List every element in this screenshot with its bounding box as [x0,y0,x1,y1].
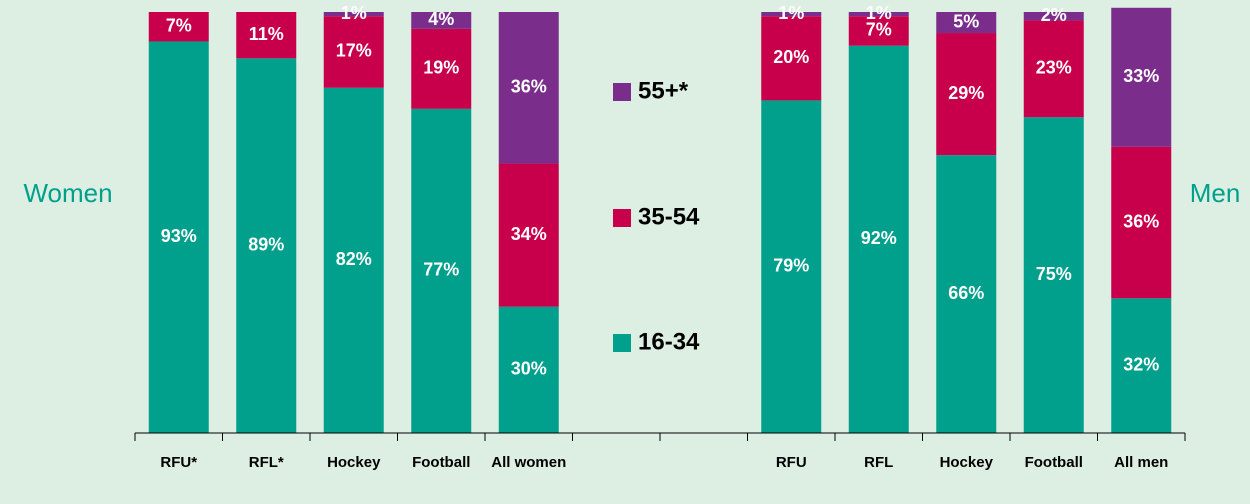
bar-segment [848,45,909,434]
bar-segment [1111,298,1172,433]
bar-segment [936,33,997,156]
legend-label: 55+* [638,77,689,104]
data-label: 32% [1123,354,1159,374]
data-label: 5% [953,11,979,31]
bar-segment [498,12,559,164]
data-label: 7% [166,15,192,35]
bar-segment [1111,7,1172,147]
legend-label: 35-54 [638,203,700,230]
bar-segment [411,28,472,109]
data-label: 79% [773,255,809,275]
x-tick-label: All women [491,454,567,471]
bar-segment [323,16,384,88]
bar-segment [411,108,472,433]
data-label: 33% [1123,66,1159,86]
x-tick-label: RFU* [160,454,198,471]
bar-segment [148,41,209,433]
data-label: 34% [511,224,547,244]
bar-segment [1023,117,1084,433]
data-label: 1% [341,3,367,23]
legend-swatch [613,334,631,352]
legend-swatch [613,83,631,101]
data-label: 17% [336,41,372,61]
data-label: 2% [1041,5,1067,25]
data-label: 29% [948,83,984,103]
data-label: 36% [1123,211,1159,231]
data-label: 7% [866,20,892,40]
x-tick-label: RFU [775,454,807,471]
data-label: 92% [861,228,897,248]
data-label: 77% [423,260,459,280]
data-label: 82% [336,249,372,269]
bar-segment [236,12,297,59]
bar-segment [411,12,472,29]
data-label: 1% [866,3,892,23]
bar-segment [498,163,559,307]
data-label: 75% [1036,264,1072,284]
group-label: Women [23,178,112,208]
legend-swatch [613,209,631,227]
bar-segment [1111,146,1172,299]
group-label: Men [1190,178,1241,208]
data-label: 93% [161,226,197,246]
bar-segment [936,12,997,34]
bar-segment [498,306,559,433]
data-label: 20% [773,47,809,67]
bar-segment [761,12,822,17]
data-label: 11% [249,24,284,44]
legend-label: 16-34 [638,328,700,355]
data-label: 4% [428,9,454,29]
bar-segment [236,58,297,434]
x-tick-label: Football [412,454,471,471]
data-label: 36% [511,77,547,97]
bar-segment [761,100,822,433]
bar-segment [1023,20,1084,118]
x-tick-label: All men [1114,454,1169,471]
x-tick-label: Hockey [939,454,993,471]
data-label: 23% [1036,58,1072,78]
data-label: 66% [948,283,984,303]
data-label: 89% [248,234,284,254]
x-tick-label: RFL* [248,454,284,471]
bar-segment [936,155,997,433]
bar-segment [148,12,209,42]
bar-segment [848,16,909,46]
data-label: 30% [511,359,547,379]
data-label: 19% [423,58,459,78]
x-tick-label: RFL [864,454,894,471]
data-label: 1% [778,3,804,23]
x-tick-label: Football [1024,454,1083,471]
bar-segment [323,12,384,17]
bar-segment [323,87,384,433]
x-tick-label: Hockey [327,454,381,471]
bar-segment [848,12,909,17]
bar-segment [1023,12,1084,21]
bar-segment [761,16,822,101]
